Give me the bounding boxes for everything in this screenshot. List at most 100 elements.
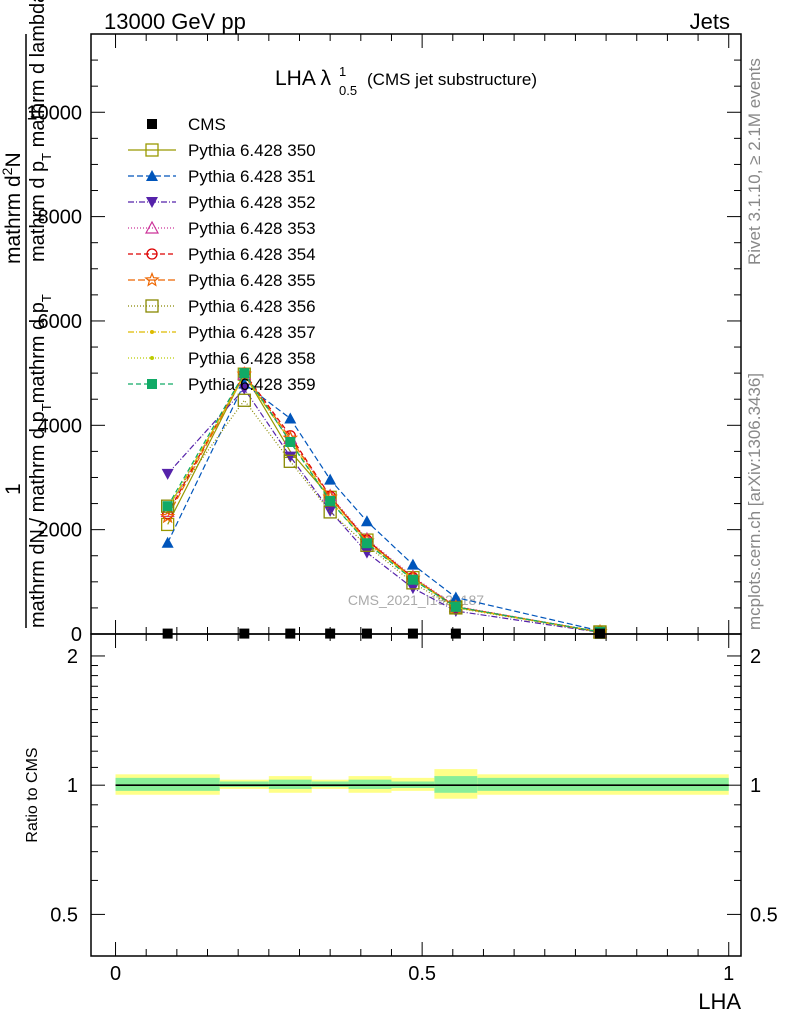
ylabel-bottom: mathrm dN / mathrm d pTmathrm d pT: [27, 294, 54, 628]
ylabel-top: mathrm d2N: [0, 152, 25, 264]
legend-entry: Pythia 6.428 357: [128, 323, 316, 342]
ratio-band-inner: [477, 777, 729, 791]
main-y-tick-label: 0: [71, 624, 82, 646]
ratio-band-inner: [268, 779, 312, 789]
data-point: [449, 591, 462, 603]
ratio-y-tick-label-left: 0.5: [50, 904, 78, 926]
data-point: [161, 468, 174, 480]
legend-entry: Pythia 6.428 352: [128, 193, 316, 212]
legend-entry: Pythia 6.428 359: [128, 375, 316, 394]
main-y-tick-label: 4000: [38, 415, 83, 437]
ylabel-numerator: 1: [2, 483, 25, 495]
ratio-axis-ticks: [91, 634, 741, 956]
plot-title: LHA λ 1 0.5 (CMS jet substructure): [275, 64, 537, 98]
ylabel-bottom-2: T: [39, 403, 54, 411]
rivet-label: Rivet 3.1.10, ≥ 2.1M events: [745, 58, 764, 265]
ratio-y-axis-label: Ratio to CMS: [24, 747, 41, 842]
ylabel-top-3: N: [2, 152, 25, 167]
legend-label: Pythia 6.428 351: [188, 167, 316, 186]
data-point: [407, 574, 418, 585]
mcplots-label: mcplots.cern.ch [arXiv:1306.3436]: [745, 373, 764, 630]
legend-marker: [146, 197, 158, 208]
ylabel-upper-1: mathrm d p: [27, 161, 49, 262]
legend-entry: Pythia 6.428 354: [128, 245, 316, 264]
series-line: [167, 371, 601, 633]
legend-label: Pythia 6.428 352: [188, 193, 316, 212]
ratio-bands: [115, 769, 729, 799]
main-y-tick-label: 2000: [38, 520, 83, 542]
main-y-tick-label: 10000: [26, 102, 82, 124]
ylabel-bottom-4: T: [39, 294, 54, 302]
ylabel-upper-3: mathrm d lambda: [27, 0, 49, 153]
data-point: [360, 515, 373, 527]
plot-title-sup: 1: [339, 64, 346, 79]
legend-label: Pythia 6.428 357: [188, 323, 316, 342]
legend-marker: [147, 379, 157, 389]
ratio-plot-panel: 0.5 0.51 12 2 0 0.5 1 Ratio to CMS LHA: [24, 633, 778, 1014]
series-line: [167, 382, 601, 632]
ylabel-bottom-1: mathrm dN / mathrm d p: [27, 411, 49, 628]
legend-marker: [144, 220, 160, 234]
legend-entry: Pythia 6.428 356: [128, 297, 316, 316]
ratio-y-tick-label-right: 1: [750, 775, 761, 797]
data-point: [285, 437, 296, 447]
legend-marker: [146, 248, 158, 260]
ylabel-upper-bottom: mathrm d pT mathrm d lambda: [27, 0, 54, 262]
legend-label: CMS: [188, 115, 226, 134]
data-point: [237, 393, 251, 407]
legend: CMS Pythia 6.428 350 Pythia 6.428 351 Pythi…: [128, 115, 316, 394]
series-line: [167, 373, 601, 633]
data-point: [284, 412, 297, 424]
ratio-x-tick-labels: 0 0.5 1: [110, 963, 734, 985]
ylabel-top-2: 2: [0, 167, 15, 175]
legend-entry: Pythia 6.428 355: [128, 271, 316, 290]
data-point: [161, 536, 174, 548]
data-point: [361, 538, 372, 549]
ratio-plot-frame: [90, 633, 742, 957]
data-point: [450, 601, 461, 612]
ratio-x-tick-label: 0.5: [408, 963, 436, 985]
series-line: [167, 371, 601, 633]
ratio-band-inner: [115, 777, 220, 791]
legend-marker: [150, 356, 154, 360]
ratio-y-tick-label-right: 2: [750, 646, 761, 668]
legend-marker: [150, 330, 154, 334]
legend-entry: Pythia 6.428 351: [128, 167, 316, 186]
legend-marker: [144, 271, 160, 287]
ratio-x-tick-label: 0: [110, 963, 121, 985]
plot-title-note: (CMS jet substructure): [367, 70, 537, 89]
legend-marker: [147, 119, 157, 129]
data-point: [283, 454, 297, 468]
main-axis-ticks: [91, 34, 741, 635]
legend-label: Pythia 6.428 359: [188, 375, 316, 394]
main-y-tick-label: 8000: [38, 207, 83, 229]
legend-label: Pythia 6.428 356: [188, 297, 316, 316]
plot-title-main: LHA λ: [275, 67, 332, 90]
energy-label: 13000 GeV pp: [104, 9, 246, 34]
legend-label: Pythia 6.428 354: [188, 245, 316, 264]
ratio-band-inner: [348, 779, 392, 789]
data-point: [162, 501, 173, 512]
data-point: [360, 547, 373, 559]
legend-entry: Pythia 6.428 358: [128, 349, 316, 368]
legend-marker: [145, 143, 159, 157]
ylabel-bottom-3: mathrm d p: [27, 302, 49, 403]
legend-label: Pythia 6.428 355: [188, 271, 316, 290]
data-point: [324, 473, 337, 485]
legend-marker: [146, 170, 158, 181]
plot-title-sub: 0.5: [339, 83, 357, 98]
watermark: CMS_2021_I1920187: [348, 592, 484, 608]
x-axis-label: LHA: [698, 989, 741, 1014]
ratio-y-tick-labels: 0.5 0.5 1 1 2 2: [50, 646, 778, 926]
ratio-y-tick-label-right: 0.5: [750, 904, 778, 926]
data-point: [239, 368, 250, 379]
data-point: [238, 383, 251, 395]
legend-label: Pythia 6.428 353: [188, 219, 316, 238]
category-label: Jets: [690, 9, 730, 34]
ratio-y-tick-label-left: 1: [67, 775, 78, 797]
data-point: [159, 508, 176, 524]
data-point: [325, 495, 336, 506]
series-line: [167, 387, 601, 633]
legend-label: Pythia 6.428 350: [188, 141, 316, 160]
